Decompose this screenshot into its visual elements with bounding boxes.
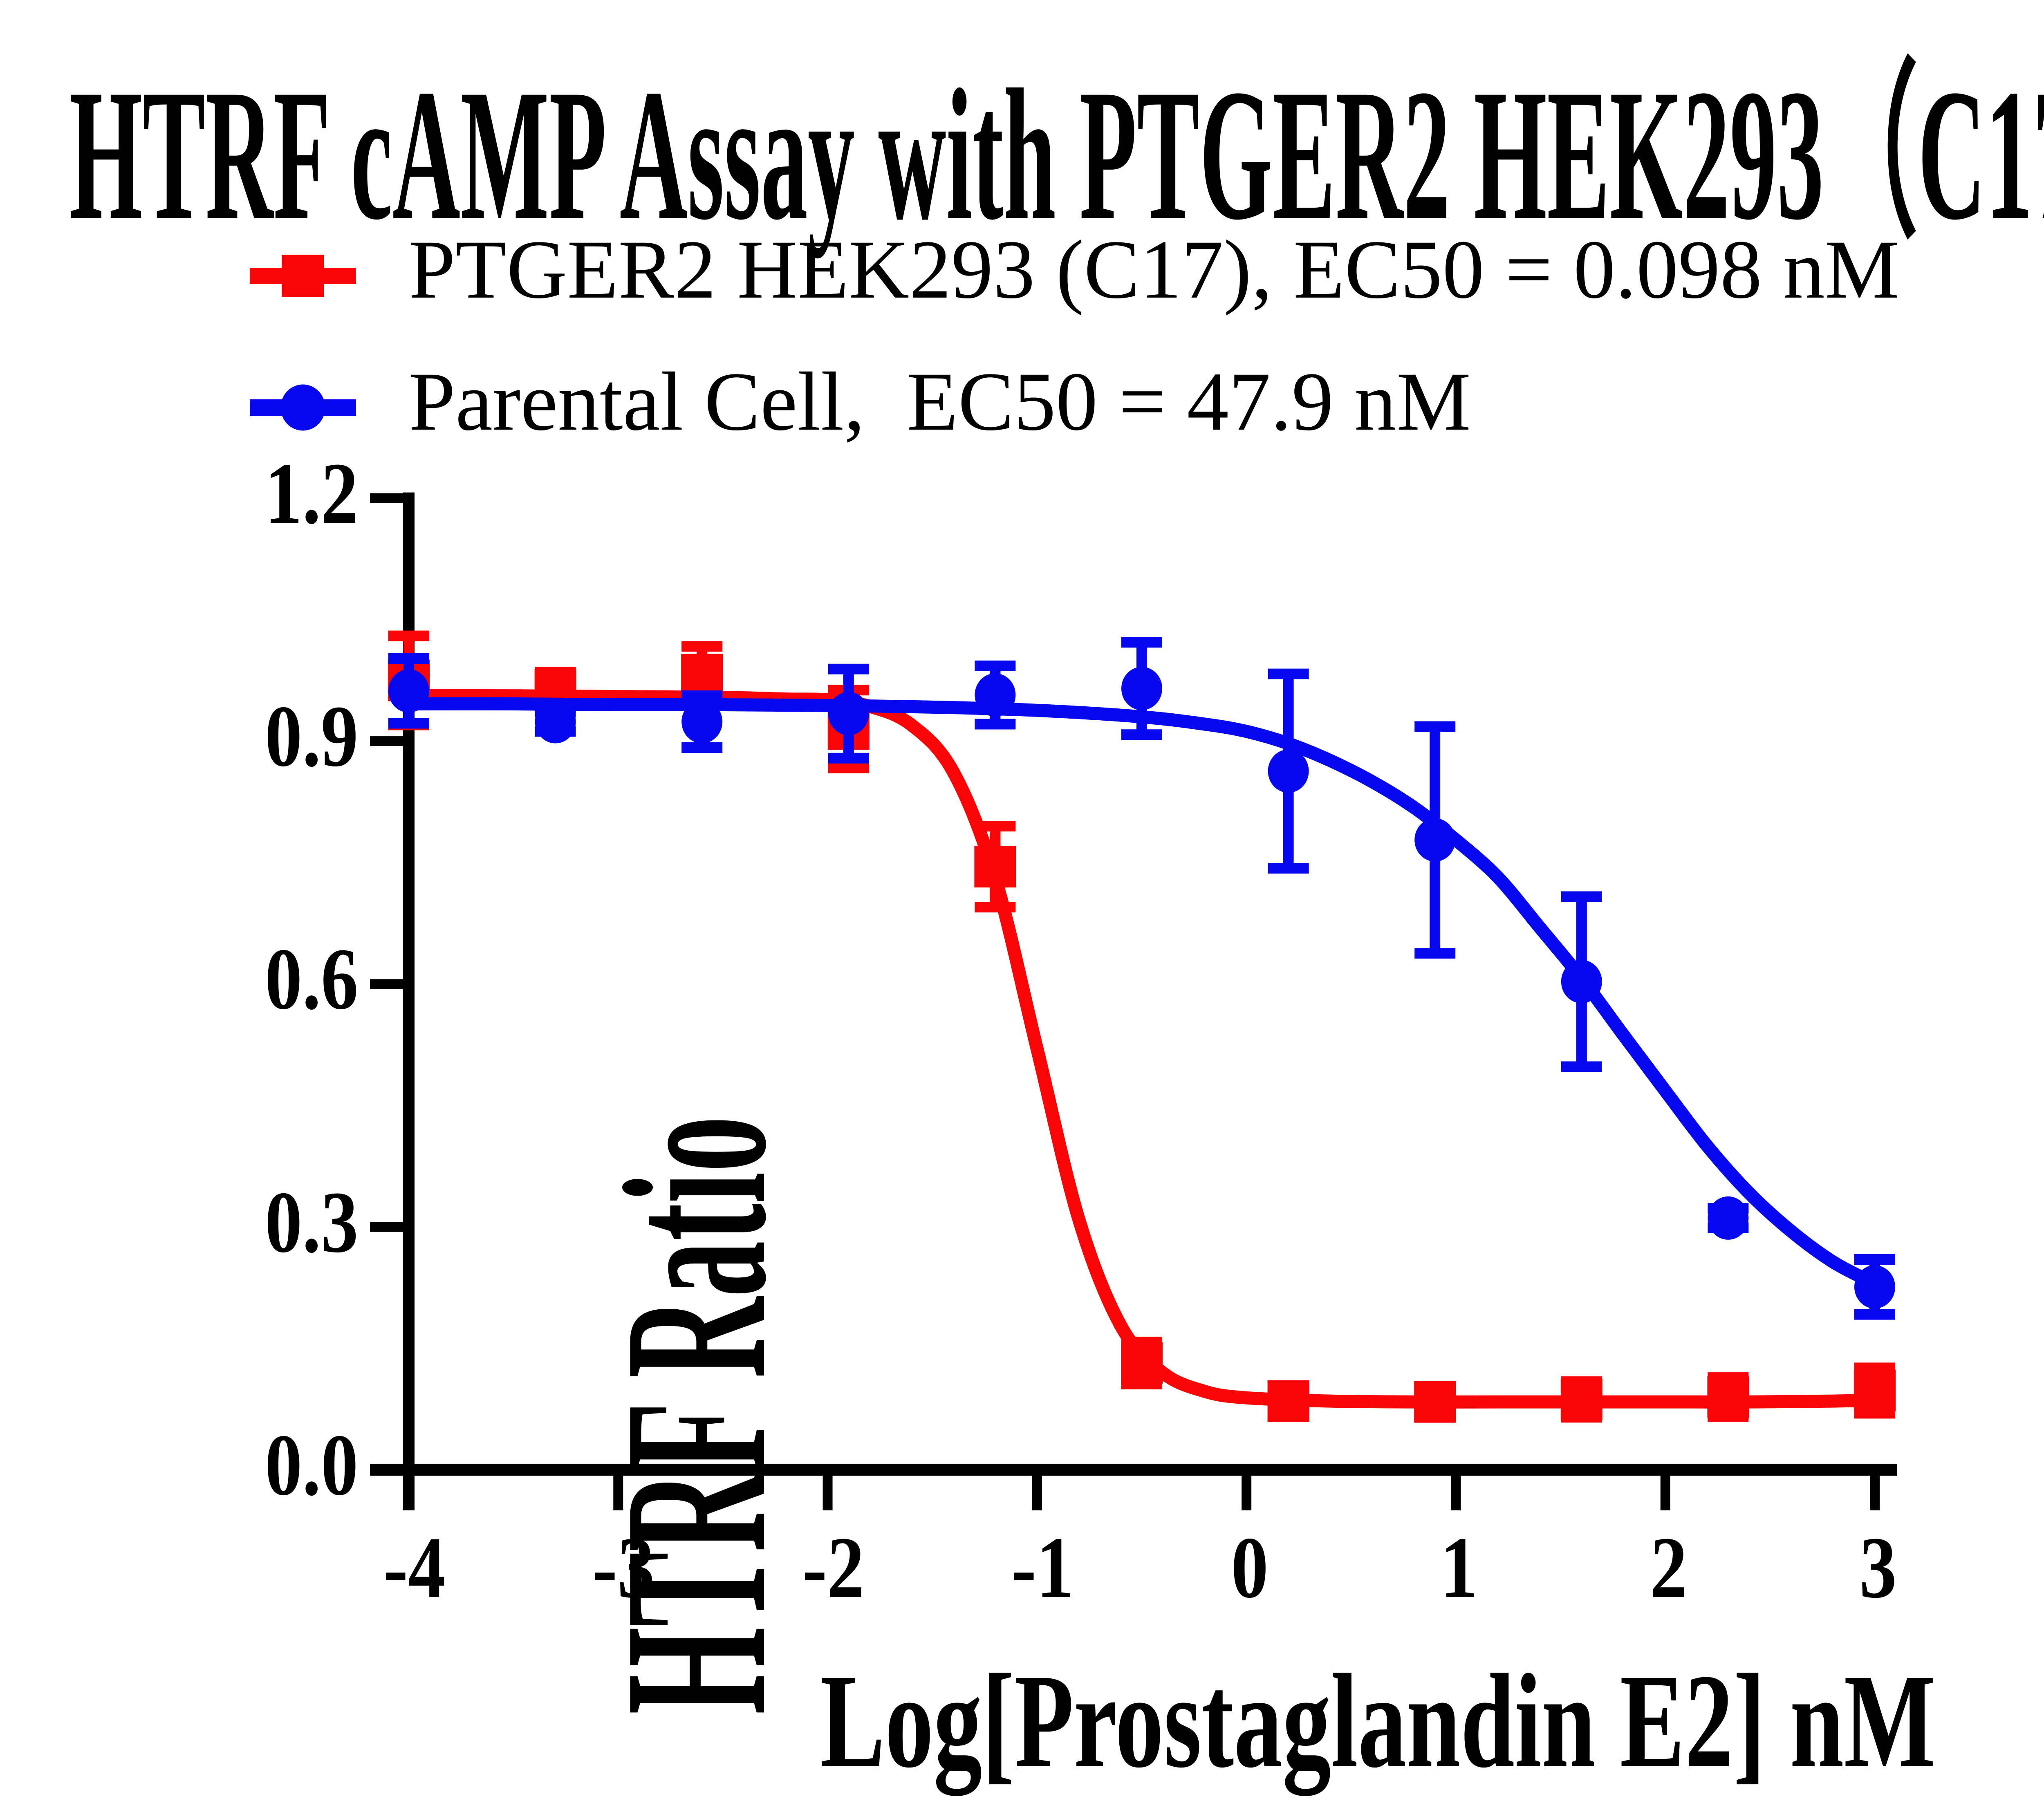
y-tick-label: 0.9 — [264, 687, 359, 785]
data-point-circle — [1121, 667, 1163, 710]
data-point-circle — [1561, 960, 1602, 1004]
data-point-circle — [1708, 1196, 1749, 1240]
data-point-circle — [1854, 1265, 1896, 1309]
data-point-circle — [1268, 749, 1309, 793]
y-tick-label: 0.6 — [264, 930, 359, 1028]
x-tick-label: 0 — [1231, 1519, 1269, 1616]
series-curve-circle — [408, 697, 1878, 1290]
x-tick-label: -4 — [383, 1519, 446, 1616]
x-tick-label: 2 — [1650, 1519, 1688, 1616]
data-point-circle — [1414, 818, 1456, 862]
legend-label-parental: Parental Cell, EC50 = 47.9 nM — [409, 355, 1471, 448]
data-point-square — [1707, 1376, 1749, 1418]
legend-circle-marker-icon — [250, 384, 356, 431]
data-point-square — [1414, 1381, 1456, 1423]
data-point-circle — [975, 673, 1016, 717]
x-tick-label: 3 — [1859, 1519, 1897, 1616]
x-tick-label: -2 — [802, 1519, 865, 1616]
x-axis-label: Log[Prostaglandin E2] nM — [820, 1647, 1936, 1796]
data-point-square — [1267, 1380, 1309, 1422]
y-tick-label: 0.3 — [264, 1173, 359, 1271]
data-point-square — [1854, 1369, 1896, 1411]
data-point-circle — [828, 692, 869, 735]
data-point-square — [1121, 1342, 1163, 1384]
x-tick-label: -3 — [592, 1519, 655, 1616]
data-point-circle — [681, 700, 723, 744]
legend-square-marker-icon — [250, 255, 356, 297]
chart-title: HTRF cAMP Assay with PTGER2 HEK293（C17） — [69, 50, 2044, 259]
x-tick-label: -1 — [1011, 1519, 1074, 1616]
y-tick-label: 0.0 — [264, 1416, 359, 1514]
legend-label-ptger2: PTGER2 HEK293 (C17), EC50 = 0.098 nM — [409, 223, 1900, 316]
data-point-square — [1560, 1378, 1602, 1420]
y-tick-label: 1.2 — [264, 444, 359, 542]
data-point-circle — [388, 669, 429, 713]
y-axis-label: HTRF Ratio — [582, 1116, 809, 1715]
x-tick-label: 1 — [1440, 1519, 1478, 1616]
data-point-square — [974, 846, 1016, 888]
data-point-circle — [535, 700, 576, 744]
data-point-square — [681, 654, 723, 696]
